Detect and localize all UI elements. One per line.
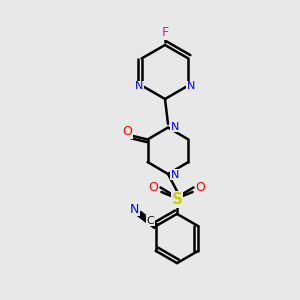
Text: O: O xyxy=(196,181,205,194)
Text: N: N xyxy=(170,170,179,180)
Text: O: O xyxy=(123,125,132,138)
Text: N: N xyxy=(135,81,143,92)
Text: N: N xyxy=(187,81,195,92)
Text: N: N xyxy=(170,122,179,132)
Text: O: O xyxy=(149,181,158,194)
Text: C: C xyxy=(146,216,154,226)
Text: F: F xyxy=(161,26,169,39)
Text: S: S xyxy=(172,192,182,207)
Text: N: N xyxy=(130,202,140,216)
